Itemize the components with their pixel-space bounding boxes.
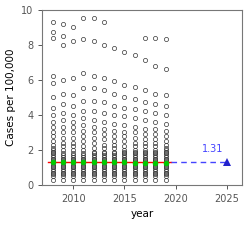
Text: 1.31: 1.31 — [202, 144, 223, 154]
X-axis label: year: year — [131, 209, 154, 219]
Y-axis label: Cases per 100,000: Cases per 100,000 — [5, 48, 16, 146]
